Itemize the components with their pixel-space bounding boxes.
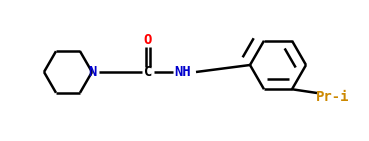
Text: O: O [144,33,152,47]
Text: N: N [88,65,96,79]
Text: Pr-i: Pr-i [316,90,350,104]
Text: NH: NH [175,65,192,79]
Text: C: C [144,65,152,79]
